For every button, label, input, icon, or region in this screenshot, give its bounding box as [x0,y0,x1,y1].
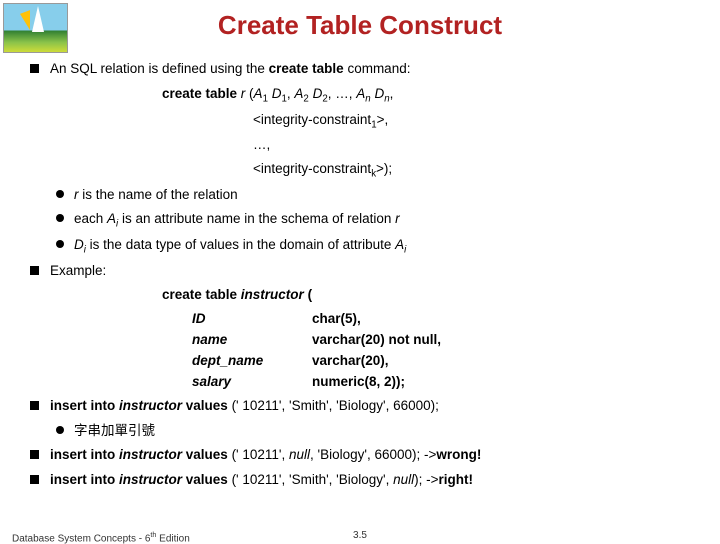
keyword: create table [269,61,348,76]
var: r [241,86,249,101]
col-name: name [162,330,312,351]
logo-image [3,3,68,53]
text: each [74,211,107,226]
text: >, [377,112,389,127]
var: instructor [119,447,186,462]
text: is an attribute name in the schema of re… [118,211,395,226]
keyword: create table [162,287,241,302]
sub: n [365,94,370,105]
var: D [374,86,384,101]
var: instructor [241,287,308,302]
var: null [393,472,414,487]
keyword: values [186,447,232,462]
sub: 2 [303,94,308,105]
keyword: insert into [50,472,119,487]
text: >); [376,161,392,176]
col-type: numeric(8, 2)); [312,372,405,393]
syntax-line-1: create table r (A1 D1, A2 D2, …, An Dn, [28,84,702,107]
intro-line: An SQL relation is defined using the cre… [28,59,702,80]
sub: i [404,244,406,255]
desc-r: r is the name of the relation [28,185,702,206]
col-name: dept_name [162,351,312,372]
var: null [289,447,310,462]
text: Database System Concepts - 6 [12,533,150,544]
keyword: right! [439,472,474,487]
text: An SQL relation is defined using the [50,61,269,76]
col-type: varchar(20) not null, [312,330,441,351]
var: r [395,211,400,226]
var: D [313,86,323,101]
example-create: create table instructor ( [28,285,702,306]
insert-3: insert into instructor values (' 10211',… [28,470,702,491]
text: command: [347,61,410,76]
var: r [74,187,82,202]
col-name: ID [162,309,312,330]
text: (' 10211', [232,447,289,462]
var: A [395,237,404,252]
text: , [390,86,394,101]
example-cols: IDchar(5), namevarchar(20) not null, dep… [28,309,702,393]
text: ); -> [414,472,438,487]
syntax-line-4: <integrity-constraintk>); [28,159,702,182]
col-type: char(5), [312,309,361,330]
insert-1: insert into instructor values (' 10211',… [28,396,702,417]
insert-2: insert into instructor values (' 10211',… [28,445,702,466]
col-type: varchar(20), [312,351,389,372]
syntax-line-2: <integrity-constraint1>, [28,110,702,133]
text: …, [253,137,270,152]
keyword: create table [162,86,241,101]
keyword: values [186,472,232,487]
note-chinese: 字串加單引號 [28,421,702,442]
text: <integrity-constraint [253,112,371,127]
text: (' 10211', 'Smith', 'Biology', 66000); [232,398,439,413]
text: … [335,86,349,101]
footer-center: 3.5 [353,530,367,541]
keyword: values [186,398,232,413]
sub: 1 [263,94,268,105]
col-name: salary [162,372,312,393]
example-label: Example: [28,261,702,282]
var: D [74,237,84,252]
text: Edition [156,533,189,544]
text: is the data type of values in the domain… [86,237,395,252]
var: A [356,86,365,101]
desc-a: each Ai is an attribute name in the sche… [28,209,702,232]
syntax-line-3: …, [28,135,702,156]
text: (' 10211', 'Smith', 'Biology', [232,472,394,487]
slide-content: An SQL relation is defined using the cre… [0,59,720,491]
var: instructor [119,472,186,487]
var: A [107,211,116,226]
footer-left: Database System Concepts - 6th Edition [12,530,190,544]
keyword: insert into [50,447,119,462]
text: , 'Biology', 66000); -> [310,447,436,462]
text: ( [308,287,313,302]
text: <integrity-constraint [253,161,371,176]
slide-title: Create Table Construct [0,0,720,59]
desc-d: Di is the data type of values in the dom… [28,235,702,258]
keyword: insert into [50,398,119,413]
text: is the name of the relation [82,187,237,202]
var: A [254,86,263,101]
keyword: wrong! [436,447,481,462]
var: instructor [119,398,186,413]
